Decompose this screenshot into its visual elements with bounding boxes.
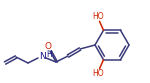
Text: N: N <box>40 51 46 61</box>
Text: HO: HO <box>93 12 104 21</box>
Text: O: O <box>45 42 51 50</box>
Text: HO: HO <box>93 69 104 78</box>
Text: H: H <box>46 49 52 59</box>
